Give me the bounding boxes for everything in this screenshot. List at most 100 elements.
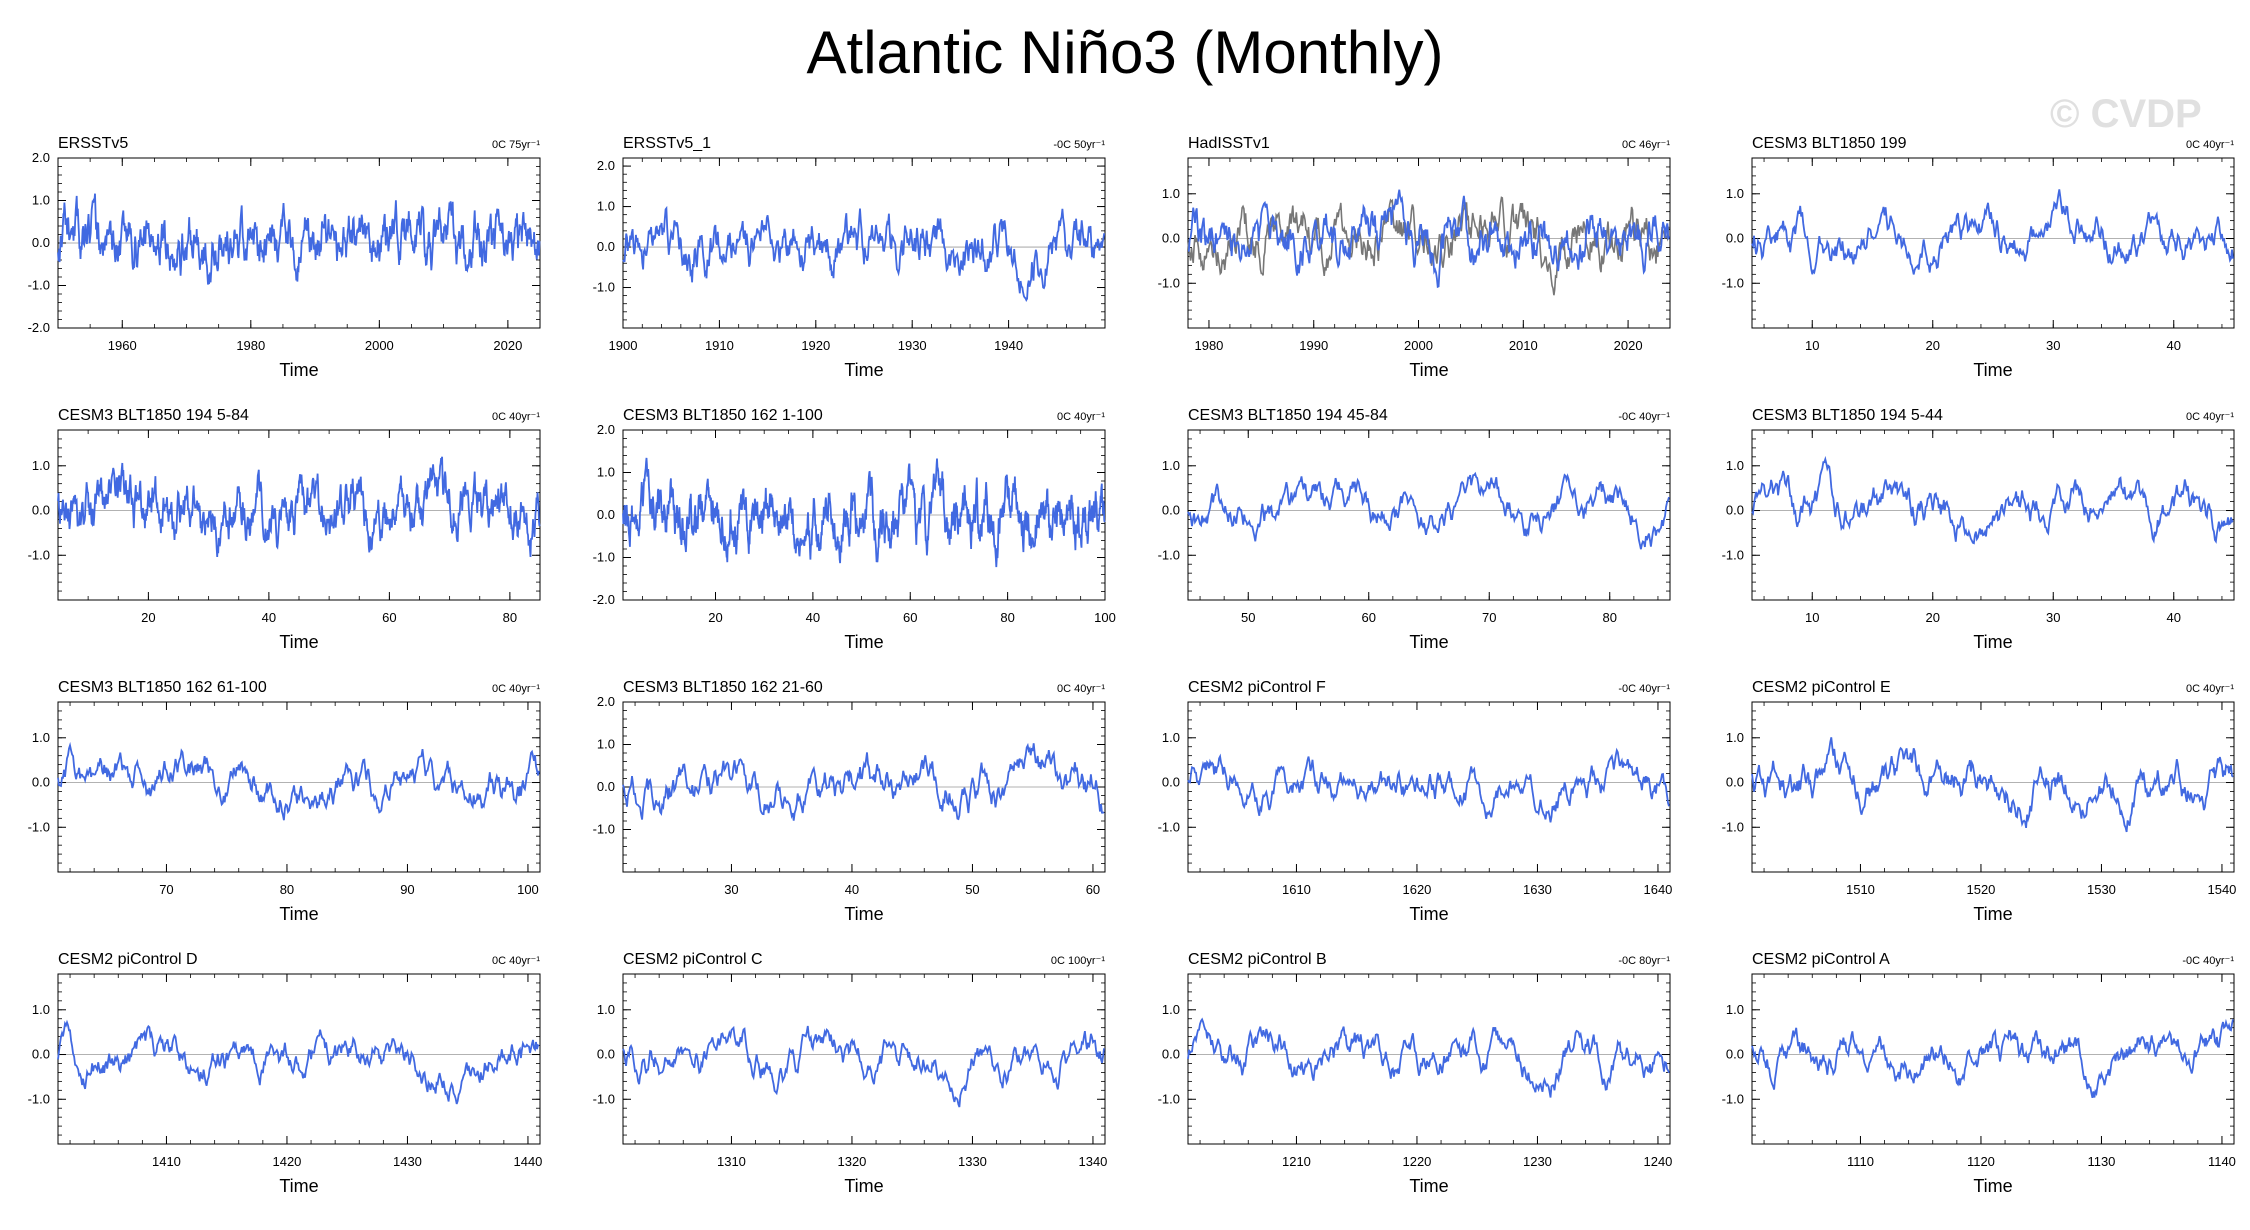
- x-tick-label: 20: [708, 610, 722, 625]
- panel-trend: -0C 40yr⁻¹: [1618, 683, 1670, 695]
- x-axis-label: Time: [1409, 632, 1448, 652]
- x-axis-label: Time: [279, 1176, 318, 1196]
- series-line: [57, 456, 541, 558]
- x-tick-label: 60: [903, 610, 917, 625]
- y-tick-label: 1.0: [32, 730, 50, 745]
- x-tick-label: 1330: [958, 1154, 987, 1169]
- plot-frame: [57, 701, 541, 873]
- y-tick-label: 0.0: [1726, 503, 1744, 518]
- panel-trend: 0C 40yr⁻¹: [492, 411, 540, 423]
- x-tick-label: 2010: [1509, 338, 1538, 353]
- x-tick-label: 100: [517, 882, 539, 897]
- series-line: [57, 1019, 540, 1105]
- series-line: [622, 457, 1106, 568]
- panel-title: CESM3 BLT1850 194 5-44: [1752, 407, 1943, 424]
- panel-trend: 0C 40yr⁻¹: [492, 683, 540, 695]
- panel-title: CESM2 piControl F: [1188, 679, 1326, 696]
- y-tick-label: -1.0: [1158, 1091, 1180, 1106]
- x-tick-label: 1440: [513, 1154, 542, 1169]
- y-tick-label: 1.0: [1162, 730, 1180, 745]
- series-line: [1751, 737, 2234, 833]
- panel-trend: 0C 40yr⁻¹: [2186, 411, 2234, 423]
- panel-title: CESM3 BLT1850 194 5-84: [58, 407, 249, 424]
- panel-title: CESM2 piControl D: [58, 951, 198, 968]
- y-tick-label: 1.0: [32, 458, 50, 473]
- y-tick-label: -1.0: [593, 280, 615, 295]
- y-tick-label: -1.0: [28, 547, 50, 562]
- x-tick-label: 80: [503, 610, 517, 625]
- x-tick-label: 1510: [1846, 882, 1875, 897]
- panel-7: CESM3 BLT1850 194 45-84 -0C 40yr⁻¹ -1.0 0.0…: [1158, 407, 1671, 652]
- x-tick-label: 1340: [1078, 1154, 1107, 1169]
- y-tick-label: 0.0: [1162, 503, 1180, 518]
- x-tick-label: 2000: [365, 338, 394, 353]
- x-tick-label: 1210: [1282, 1154, 1311, 1169]
- y-tick-label: 0.0: [32, 1047, 50, 1062]
- panel-title: CESM3 BLT1850 162 1-100: [623, 407, 823, 424]
- x-axis-label: Time: [844, 632, 883, 652]
- y-tick-label: -1.0: [593, 550, 615, 565]
- y-tick-label: 0.0: [597, 1047, 615, 1062]
- y-tick-label: 0.0: [32, 235, 50, 250]
- x-tick-label: 60: [382, 610, 396, 625]
- y-tick-label: 2.0: [597, 422, 615, 437]
- x-tick-label: 1640: [1643, 882, 1672, 897]
- x-tick-label: 1630: [1523, 882, 1552, 897]
- y-tick-label: 1.0: [597, 465, 615, 480]
- y-tick-label: 2.0: [32, 150, 50, 165]
- x-axis-label: Time: [279, 360, 318, 380]
- y-tick-label: -1.0: [1158, 819, 1180, 834]
- x-tick-label: 1990: [1299, 338, 1328, 353]
- panel-title: CESM3 BLT1850 199: [1752, 135, 1907, 152]
- x-axis-label: Time: [1409, 1176, 1448, 1196]
- x-tick-label: 20: [1926, 338, 1940, 353]
- x-tick-label: 70: [159, 882, 173, 897]
- y-tick-label: -2.0: [593, 592, 615, 607]
- panel-3: HadISSTv1 0C 46yr⁻¹ -1.0 0.0 1.0 1980 1990 2000…: [1158, 135, 1671, 380]
- series-line: [1187, 471, 1670, 550]
- plot-frame: [622, 157, 1106, 329]
- y-tick-label: -1.0: [1722, 1091, 1744, 1106]
- y-tick-label: -1.0: [28, 278, 50, 293]
- series-line: [1751, 189, 2234, 275]
- x-tick-label: 1140: [2208, 1154, 2236, 1169]
- y-tick-label: 0.0: [1162, 775, 1180, 790]
- panel-title: CESM2 piControl C: [623, 951, 763, 968]
- y-tick-label: 1.0: [597, 737, 615, 752]
- panel-trend: 0C 75yr⁻¹: [492, 139, 540, 151]
- y-tick-label: 0.0: [1162, 1047, 1180, 1062]
- x-tick-label: 40: [806, 610, 820, 625]
- x-tick-label: 40: [2167, 338, 2181, 353]
- x-tick-label: 60: [1362, 610, 1376, 625]
- watermark: © CVDP: [2050, 92, 2202, 136]
- panel-15: CESM2 piControl B -0C 80yr⁻¹ -1.0 0.0 1.0 121…: [1158, 951, 1673, 1196]
- panel-8: CESM3 BLT1850 194 5-44 0C 40yr⁻¹ -1.0 0.0 1.…: [1722, 407, 2235, 652]
- panel-trend: 0C 40yr⁻¹: [1057, 683, 1105, 695]
- plot-frame: [622, 973, 1106, 1145]
- series-line: [1187, 189, 1670, 289]
- y-tick-label: -1.0: [1722, 819, 1744, 834]
- y-tick-label: -1.0: [28, 819, 50, 834]
- x-tick-label: 20: [1926, 610, 1940, 625]
- panel-trend: 0C 100yr⁻¹: [1051, 955, 1105, 967]
- series-line: [622, 742, 1105, 821]
- y-tick-label: -1.0: [1158, 275, 1180, 290]
- x-tick-label: 40: [845, 882, 859, 897]
- x-tick-label: 1410: [152, 1154, 181, 1169]
- x-tick-label: 1230: [1523, 1154, 1552, 1169]
- y-tick-label: 1.0: [32, 1002, 50, 1017]
- panel-title: CESM2 piControl A: [1752, 951, 1890, 968]
- x-axis-label: Time: [1973, 632, 2012, 652]
- series-line: [1187, 1017, 1670, 1098]
- y-tick-label: 1.0: [1726, 186, 1744, 201]
- x-tick-label: 2020: [1614, 338, 1643, 353]
- panel-trend: -0C 50yr⁻¹: [1053, 139, 1105, 151]
- y-tick-label: 0.0: [597, 779, 615, 794]
- x-tick-label: 80: [1603, 610, 1617, 625]
- panel-title: HadISSTv1: [1188, 135, 1270, 152]
- panel-trend: -0C 40yr⁻¹: [2182, 955, 2234, 967]
- x-tick-label: 1910: [705, 338, 734, 353]
- series-line: [1751, 1018, 2234, 1098]
- y-tick-label: -1.0: [593, 822, 615, 837]
